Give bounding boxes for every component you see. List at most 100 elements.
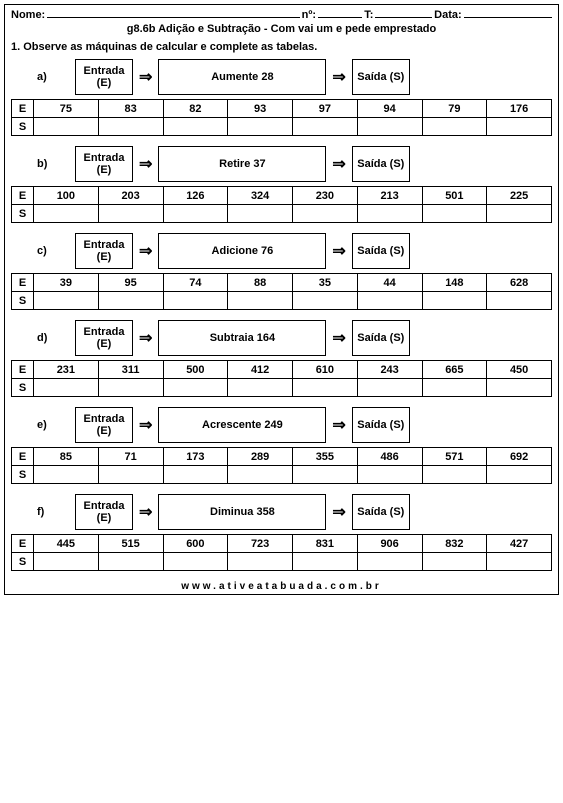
answer-cell[interactable] — [34, 553, 99, 571]
answer-cell[interactable] — [487, 118, 552, 136]
answer-cell[interactable] — [422, 466, 487, 484]
arrow-icon: ⇒ — [133, 502, 158, 522]
operation-box: Retire 37 — [158, 146, 326, 182]
answer-cell[interactable] — [98, 379, 163, 397]
input-cell: 692 — [487, 448, 552, 466]
answer-cell[interactable] — [357, 292, 422, 310]
input-cell: 571 — [422, 448, 487, 466]
data-table: E75838293979479176S — [11, 99, 552, 136]
input-cell: 289 — [228, 448, 293, 466]
exercise: c)Entrada (E)⇒Adicione 76⇒Saída (S)E3995… — [11, 233, 552, 310]
answer-cell[interactable] — [293, 553, 358, 571]
num-label: nº: — [302, 9, 316, 21]
answer-cell[interactable] — [422, 379, 487, 397]
answer-cell[interactable] — [293, 466, 358, 484]
answer-cell[interactable] — [357, 205, 422, 223]
answer-cell[interactable] — [293, 118, 358, 136]
input-cell: 83 — [98, 100, 163, 118]
input-cell: 85 — [34, 448, 99, 466]
table-row: E8571173289355486571692 — [12, 448, 552, 466]
answer-cell[interactable] — [293, 379, 358, 397]
exercise-letter: a) — [37, 71, 75, 83]
answer-cell[interactable] — [163, 292, 228, 310]
answer-cell[interactable] — [487, 553, 552, 571]
input-cell: 324 — [228, 187, 293, 205]
answer-cell[interactable] — [422, 118, 487, 136]
row-label-e: E — [12, 361, 34, 379]
arrow-icon: ⇒ — [133, 241, 158, 261]
answer-cell[interactable] — [98, 118, 163, 136]
answer-cell[interactable] — [357, 118, 422, 136]
answer-cell[interactable] — [228, 379, 293, 397]
exercise: f)Entrada (E)⇒Diminua 358⇒Saída (S)E4455… — [11, 494, 552, 571]
row-label-s: S — [12, 466, 34, 484]
name-label: Nome: — [11, 9, 45, 21]
answer-cell[interactable] — [98, 205, 163, 223]
answer-cell[interactable] — [98, 466, 163, 484]
arrow-icon: ⇒ — [326, 241, 351, 261]
answer-cell[interactable] — [163, 553, 228, 571]
row-label-e: E — [12, 187, 34, 205]
answer-cell[interactable] — [163, 205, 228, 223]
name-blank[interactable] — [47, 17, 299, 18]
answer-cell[interactable] — [34, 118, 99, 136]
entrada-box: Entrada (E) — [75, 494, 133, 530]
input-cell: 225 — [487, 187, 552, 205]
machine-row: a)Entrada (E)⇒Aumente 28⇒Saída (S) — [37, 59, 552, 95]
input-cell: 75 — [34, 100, 99, 118]
operation-box: Aumente 28 — [158, 59, 326, 95]
answer-cell[interactable] — [163, 379, 228, 397]
exercise-letter: c) — [37, 245, 75, 257]
answer-cell[interactable] — [293, 292, 358, 310]
num-blank[interactable] — [318, 17, 362, 18]
answer-cell[interactable] — [357, 553, 422, 571]
answer-cell[interactable] — [163, 118, 228, 136]
answer-cell[interactable] — [34, 379, 99, 397]
answer-cell[interactable] — [422, 553, 487, 571]
answer-cell[interactable] — [357, 379, 422, 397]
input-cell: 412 — [228, 361, 293, 379]
answer-cell[interactable] — [34, 205, 99, 223]
t-blank[interactable] — [375, 17, 432, 18]
answer-cell[interactable] — [487, 379, 552, 397]
answer-cell[interactable] — [163, 466, 228, 484]
input-cell: 94 — [357, 100, 422, 118]
footer-url: www.ativeatabuada.com.br — [11, 581, 552, 592]
answer-cell[interactable] — [487, 292, 552, 310]
answer-cell[interactable] — [422, 292, 487, 310]
input-cell: 450 — [487, 361, 552, 379]
answer-cell[interactable] — [293, 205, 358, 223]
answer-cell[interactable] — [487, 466, 552, 484]
date-blank[interactable] — [464, 17, 552, 18]
exercise: b)Entrada (E)⇒Retire 37⇒Saída (S)E100203… — [11, 146, 552, 223]
answer-cell[interactable] — [34, 466, 99, 484]
table-row: E100203126324230213501225 — [12, 187, 552, 205]
arrow-icon: ⇒ — [133, 154, 158, 174]
saida-box: Saída (S) — [352, 146, 410, 182]
saida-box: Saída (S) — [352, 407, 410, 443]
machine-row: d)Entrada (E)⇒Subtraia 164⇒Saída (S) — [37, 320, 552, 356]
row-label-e: E — [12, 100, 34, 118]
answer-cell[interactable] — [228, 553, 293, 571]
answer-cell[interactable] — [228, 118, 293, 136]
answer-cell[interactable] — [98, 292, 163, 310]
row-label-s: S — [12, 553, 34, 571]
row-label-s: S — [12, 118, 34, 136]
answer-cell[interactable] — [228, 292, 293, 310]
table-row: S — [12, 118, 552, 136]
answer-cell[interactable] — [228, 466, 293, 484]
input-cell: 71 — [98, 448, 163, 466]
input-cell: 445 — [34, 535, 99, 553]
answer-cell[interactable] — [34, 292, 99, 310]
answer-cell[interactable] — [98, 553, 163, 571]
answer-cell[interactable] — [228, 205, 293, 223]
input-cell: 906 — [357, 535, 422, 553]
row-label-s: S — [12, 205, 34, 223]
answer-cell[interactable] — [357, 466, 422, 484]
answer-cell[interactable] — [422, 205, 487, 223]
answer-cell[interactable] — [487, 205, 552, 223]
worksheet: Nome: nº: T: Data: g8.6b Adição e Subtra… — [4, 4, 559, 595]
input-cell: 203 — [98, 187, 163, 205]
data-table: E100203126324230213501225S — [11, 186, 552, 223]
operation-box: Adicione 76 — [158, 233, 326, 269]
